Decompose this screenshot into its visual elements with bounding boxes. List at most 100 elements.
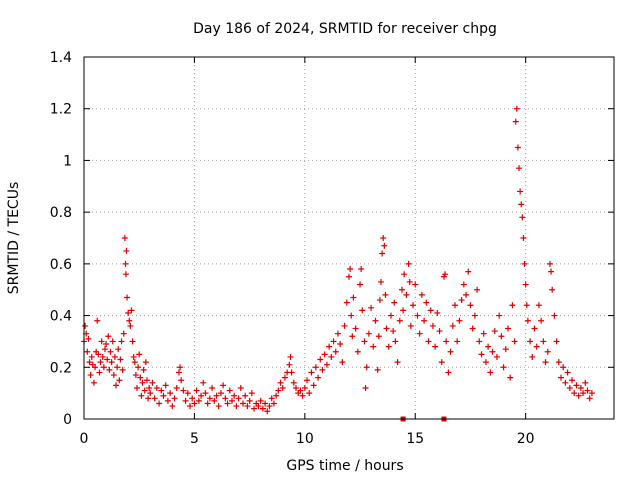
data-point <box>575 392 582 399</box>
data-point <box>251 405 258 412</box>
data-point <box>514 144 521 151</box>
data-point <box>362 384 369 391</box>
data-point <box>443 338 450 345</box>
data-point <box>153 384 160 391</box>
data-point <box>262 400 269 407</box>
data-point <box>244 403 251 410</box>
data-point <box>339 359 346 366</box>
data-point <box>540 338 547 345</box>
data-point <box>120 330 127 337</box>
data-point <box>380 235 387 241</box>
y-tick-label: 0 <box>63 412 72 428</box>
data-point <box>86 359 93 366</box>
data-point <box>151 395 158 402</box>
data-point <box>312 364 319 371</box>
data-point <box>202 390 209 397</box>
data-point <box>326 343 333 350</box>
data-point <box>160 392 167 399</box>
data-point <box>513 105 520 112</box>
data-point <box>562 379 569 386</box>
data-point <box>359 307 366 314</box>
data-point <box>204 400 211 407</box>
data-point <box>158 387 165 394</box>
data-point <box>414 312 421 319</box>
data-point <box>391 299 398 306</box>
data-point <box>200 379 207 386</box>
data-point <box>535 302 542 309</box>
data-point <box>122 271 129 278</box>
data-point <box>90 379 97 386</box>
data-point <box>226 387 233 394</box>
data-point <box>346 273 352 280</box>
data-point <box>407 322 414 329</box>
data-point <box>138 392 145 399</box>
data-point <box>374 366 381 373</box>
data-point <box>286 361 293 368</box>
data-point <box>571 390 578 397</box>
data-point <box>140 366 147 373</box>
data-point <box>533 343 540 350</box>
data-point <box>555 359 562 366</box>
chart-title: Day 186 of 2024, SRMTID for receiver chp… <box>193 21 497 37</box>
data-point <box>405 260 412 267</box>
data-point <box>337 341 344 348</box>
data-point <box>394 359 401 366</box>
data-point <box>493 353 500 360</box>
data-point <box>297 387 304 394</box>
data-point <box>432 343 439 350</box>
data-point <box>469 325 476 332</box>
data-point <box>511 338 518 345</box>
data-point <box>137 374 144 381</box>
data-point <box>376 297 383 304</box>
data-point <box>299 392 306 399</box>
data-point <box>107 348 114 355</box>
data-point <box>126 317 133 324</box>
data-point <box>128 307 135 314</box>
data-point <box>400 307 407 314</box>
data-point <box>560 364 567 371</box>
x-tick-label: 20 <box>517 431 535 447</box>
data-point <box>330 338 337 345</box>
y-tick-label: 0.4 <box>50 309 72 325</box>
data-point <box>385 343 392 350</box>
data-point <box>173 384 180 391</box>
data-point <box>114 364 121 371</box>
data-point <box>328 353 335 360</box>
data-point <box>523 302 530 309</box>
data-point <box>542 359 549 366</box>
data-point <box>522 281 529 288</box>
data-point <box>343 299 350 306</box>
data-point <box>135 364 142 371</box>
data-point <box>118 338 125 345</box>
data-point <box>123 247 130 254</box>
data-point <box>264 408 271 415</box>
data-point <box>529 353 536 360</box>
data-point <box>121 235 128 241</box>
data-point <box>496 312 503 319</box>
data-point <box>141 387 148 394</box>
data-point <box>370 343 377 350</box>
data-point <box>586 395 593 402</box>
data-point <box>487 369 494 376</box>
data-point <box>82 322 89 329</box>
data-point <box>551 312 558 319</box>
data-point <box>224 400 231 407</box>
data-point <box>131 359 138 366</box>
data-points <box>81 105 595 422</box>
data-point <box>580 390 587 397</box>
data-point <box>287 353 294 360</box>
data-point <box>358 266 365 273</box>
data-point <box>521 260 528 267</box>
data-point <box>175 369 182 376</box>
data-point <box>416 330 423 337</box>
data-point <box>352 325 359 332</box>
data-point <box>527 338 534 345</box>
data-point <box>279 384 286 391</box>
data-point <box>445 369 452 376</box>
data-point <box>178 377 185 384</box>
x-tick-label: 5 <box>190 431 199 447</box>
data-point <box>476 338 483 345</box>
data-point <box>519 214 526 221</box>
data-point <box>100 364 107 371</box>
data-point <box>429 322 436 329</box>
